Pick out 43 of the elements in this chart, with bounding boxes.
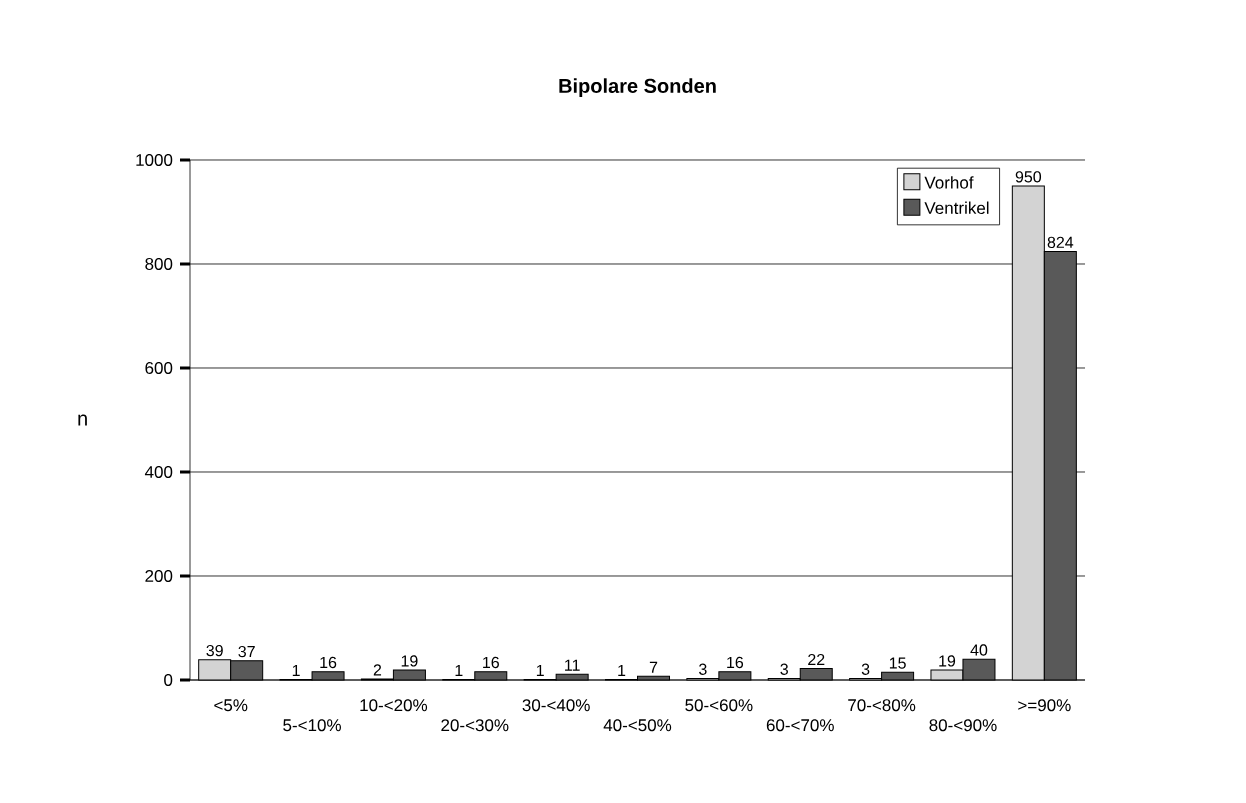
x-tick-label: >=90% [1018,699,1071,712]
y-tick-label: 600 [145,361,173,374]
y-tick-label: 800 [145,257,173,270]
chart-title: Bipolare Sonden [559,78,716,97]
data-label: 3 [699,663,707,675]
y-tick-label: 0 [164,673,173,687]
x-tick-label: 70-<80% [848,699,916,712]
y-tick-label: 200 [145,569,173,583]
x-tick-label: 80-<90% [929,719,997,732]
x-tick-label: 30-<40% [522,699,590,712]
data-label: 19 [401,655,418,667]
data-label: 1 [618,664,626,676]
data-label: 1 [455,664,463,676]
legend-label: Vorhof [924,176,974,189]
data-label: 2 [373,664,382,676]
data-label: 16 [727,656,744,669]
data-label: 15 [889,657,906,669]
x-tick-label: 50-<60% [685,699,753,712]
x-tick-label: 5-<10% [283,719,341,732]
data-label: 16 [483,656,499,669]
data-label: 1 [292,664,300,676]
x-tick-label: 40-<50% [603,719,672,732]
data-label: 16 [320,656,337,669]
y-tick-label: 400 [144,465,173,479]
data-label: 39 [206,644,223,657]
data-label: 7 [649,661,658,673]
data-label: 1 [536,664,544,676]
y-axis-title: n [78,414,87,426]
x-tick-label: <5% [214,699,248,712]
y-tick-label: 1000 [136,153,173,166]
data-label: 3 [861,663,870,675]
x-tick-label: 10-<20% [360,699,428,712]
data-label: 3 [780,663,788,675]
legend-label: Ventrikel [924,201,989,214]
data-label: 40 [970,644,988,656]
data-label: 824 [1047,236,1074,249]
x-tick-label: 60-<70% [766,719,834,732]
data-label: 19 [939,655,956,667]
data-label: 950 [1015,171,1042,183]
data-label: 22 [808,653,825,666]
data-label: 37 [238,645,255,658]
data-label: 11 [565,659,580,671]
x-tick-label: 20-<30% [441,719,509,732]
